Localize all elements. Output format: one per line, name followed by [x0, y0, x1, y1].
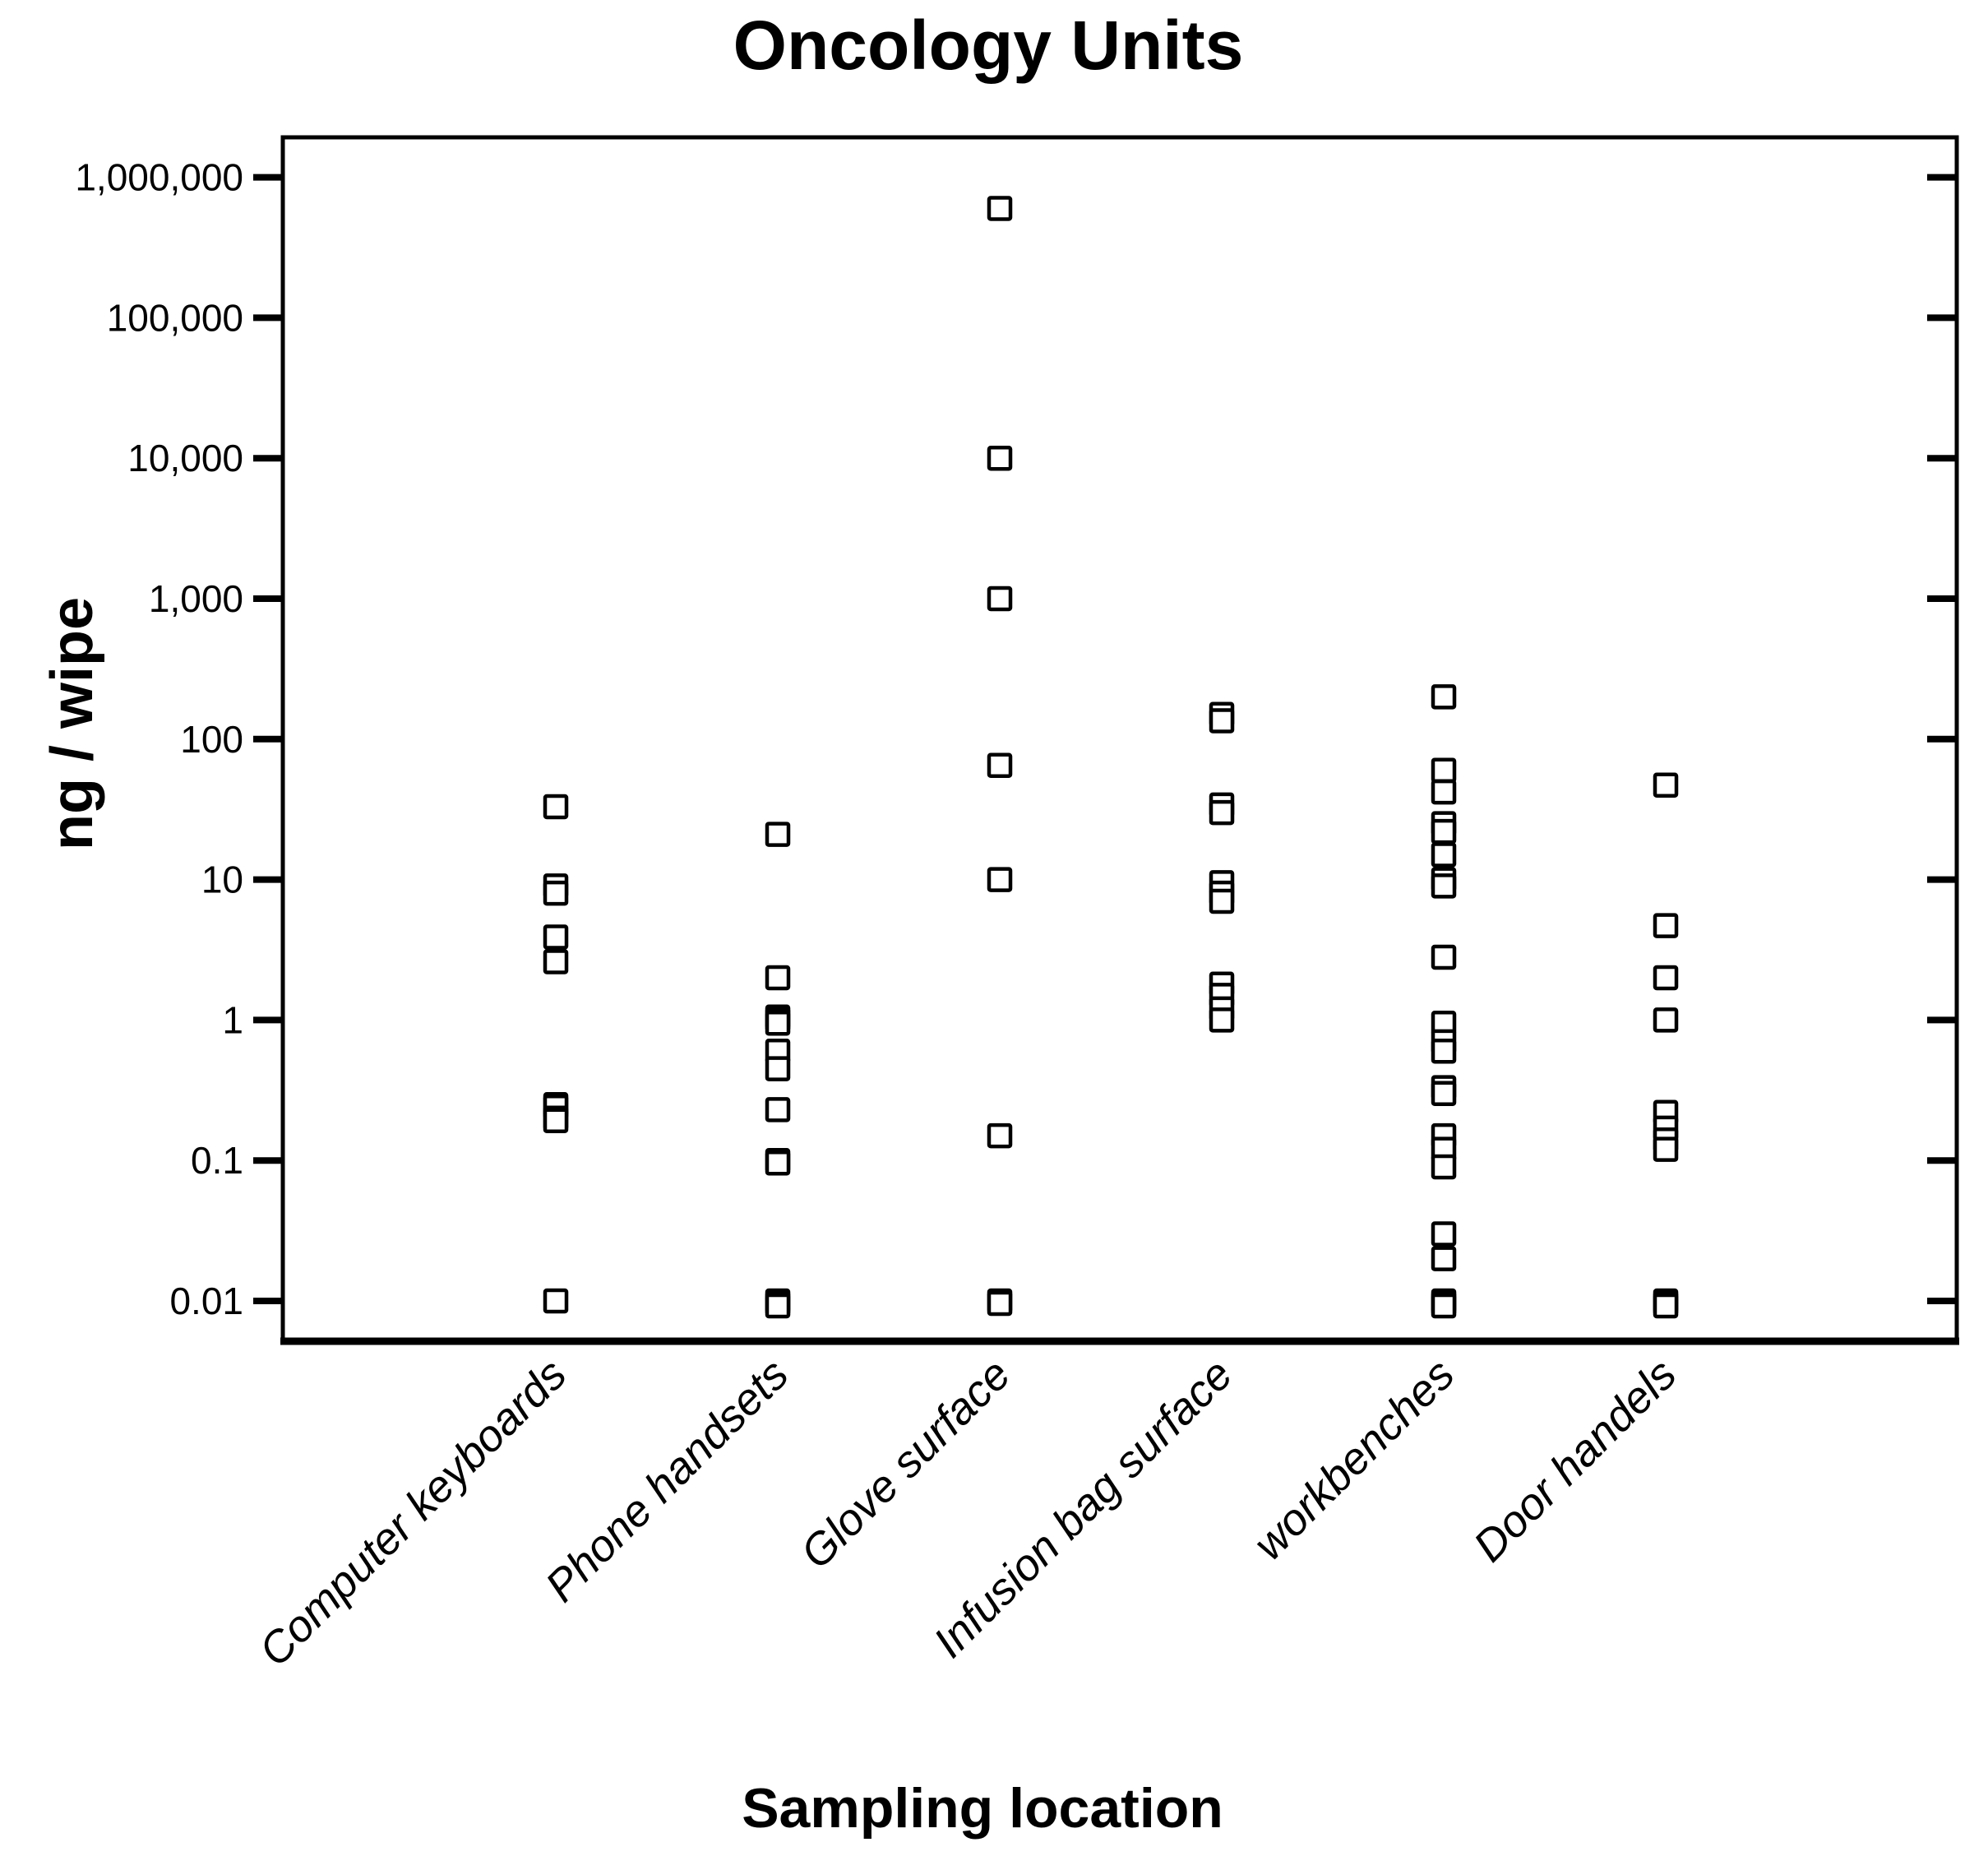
y-axis-title: ng / wipe	[39, 597, 105, 850]
data-point-marker	[1431, 1039, 1457, 1064]
data-point-marker	[765, 1010, 791, 1036]
data-point-marker	[1431, 757, 1457, 783]
data-point-marker	[1653, 965, 1679, 991]
x-category-label: workbenches	[1244, 1349, 1463, 1569]
chart-title: Oncology Units	[733, 7, 1244, 84]
data-point-marker	[1431, 842, 1457, 868]
data-point-marker	[987, 586, 1013, 612]
data-point-marker	[1653, 913, 1679, 938]
x-axis-title: Sampling location	[742, 1777, 1223, 1840]
data-point-marker	[1653, 1136, 1679, 1162]
y-tick-label: 1,000	[149, 577, 243, 620]
data-point-marker	[987, 1290, 1013, 1317]
data-point-marker	[765, 822, 791, 847]
y-tick-label: 100,000	[107, 296, 243, 339]
data-point-marker	[987, 1122, 1013, 1149]
data-point-marker	[765, 1293, 791, 1319]
data-point-marker	[1653, 1007, 1679, 1033]
data-point-marker	[1431, 684, 1457, 710]
data-point-marker	[1431, 1081, 1457, 1106]
data-point-marker	[987, 196, 1013, 221]
plot-area-frame	[280, 135, 1959, 1344]
data-point-marker	[765, 1097, 791, 1122]
data-point-marker	[1431, 779, 1457, 805]
x-category-label: Glove surface	[791, 1349, 1019, 1578]
data-point-marker	[1653, 1293, 1679, 1319]
data-point-marker	[987, 867, 1013, 892]
data-point-marker	[1431, 1293, 1457, 1319]
data-point-marker	[1209, 1007, 1235, 1033]
y-tick-label: 1	[222, 998, 243, 1041]
data-point-marker	[1431, 944, 1457, 970]
x-category-label: Phone handsets	[536, 1349, 798, 1611]
data-point-marker	[1431, 1246, 1457, 1271]
data-point-marker	[543, 794, 569, 820]
data-point-marker	[1209, 799, 1235, 826]
data-point-marker	[765, 1056, 791, 1081]
data-point-marker	[543, 949, 569, 974]
data-point-marker	[987, 445, 1013, 471]
data-point-marker	[1431, 818, 1457, 845]
y-tick-label: 0.01	[169, 1280, 243, 1322]
data-point-marker	[1209, 708, 1235, 734]
data-point-marker	[987, 752, 1013, 779]
data-point-marker	[1653, 772, 1679, 798]
data-point-marker	[543, 924, 569, 950]
data-point-marker	[765, 1150, 791, 1176]
data-point-marker	[1209, 888, 1235, 914]
data-point-marker	[765, 965, 791, 991]
y-tick-label: 10	[201, 859, 243, 901]
x-category-label: Computer keyboards	[250, 1349, 576, 1676]
data-point-marker	[1431, 1154, 1457, 1180]
data-point-marker	[1431, 1221, 1457, 1247]
y-tick-label: 10,000	[127, 437, 243, 479]
data-point-marker	[543, 880, 569, 906]
y-axis-ticks: 1,000,000 100,000 10,000 1,000 100 10 1 0.1 0.01	[75, 156, 1957, 1322]
y-tick-label: 1,000,000	[75, 156, 243, 199]
data-point-marker	[543, 1108, 569, 1134]
data-points	[543, 196, 1679, 1319]
x-category-label: Door handels	[1464, 1349, 1686, 1571]
y-tick-label: 0.1	[191, 1139, 243, 1182]
data-point-marker	[543, 1288, 569, 1314]
data-point-marker	[1431, 873, 1457, 899]
y-tick-label: 100	[180, 718, 243, 761]
